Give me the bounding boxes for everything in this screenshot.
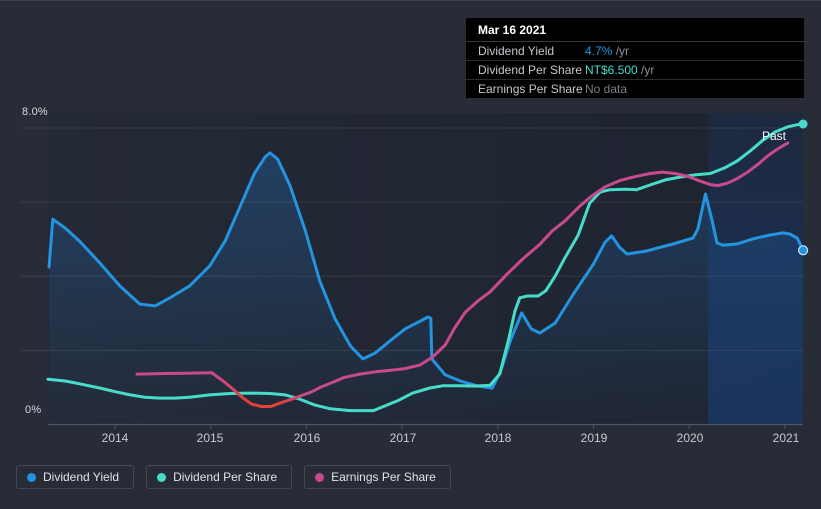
- legend-label: Earnings Per Share: [331, 470, 436, 484]
- legend-dot-teal-icon: [157, 472, 167, 482]
- tooltip-row-unit: /yr: [612, 44, 630, 58]
- tooltip-row-label: Earnings Per Share: [478, 82, 583, 96]
- tooltip-row-label: Dividend Yield: [478, 44, 555, 58]
- legend-dot-pink-icon: [315, 472, 325, 482]
- legend-label: Dividend Yield: [43, 470, 120, 484]
- x-axis-year-label: 2019: [580, 431, 608, 445]
- legend-label: Dividend Per Share: [173, 470, 278, 484]
- x-axis-year-label: 2016: [293, 431, 321, 445]
- tooltip-row-label: Dividend Per Share: [478, 63, 583, 77]
- x-axis-year-label: 2015: [196, 431, 224, 445]
- chart-tooltip: Mar 16 2021 Dividend Yield 4.7% /yr Divi…: [466, 18, 804, 98]
- x-axis-year-label: 2017: [389, 431, 417, 445]
- legend-dot-blue-icon: [27, 472, 36, 482]
- x-axis-year-label: 2020: [676, 431, 704, 445]
- tooltip-row-value: NT$6.500: [585, 63, 638, 77]
- tooltip-date: Mar 16 2021: [466, 18, 804, 42]
- tooltip-row-dividend-per-share: Dividend Per Share NT$6.500 /yr: [466, 60, 804, 79]
- tooltip-row-value: No data: [585, 82, 628, 96]
- tooltip-row-earnings-per-share: Earnings Per Share No data: [466, 79, 804, 98]
- y-axis-label-top: 8.0%: [22, 106, 48, 118]
- chart-legend: Dividend Yield Dividend Per Share Earnin…: [16, 465, 451, 489]
- y-axis-label-zero: 0%: [25, 404, 42, 416]
- tooltip-row-dividend-yield: Dividend Yield 4.7% /yr: [466, 42, 804, 60]
- x-axis-year-label: 2018: [484, 431, 512, 445]
- legend-item-dividend-per-share[interactable]: Dividend Per Share: [146, 465, 293, 489]
- past-region-label: Past: [762, 129, 787, 143]
- tooltip-row-unit: /yr: [637, 63, 655, 77]
- legend-item-earnings-per-share[interactable]: Earnings Per Share: [304, 465, 451, 489]
- x-axis-year-label: 2014: [101, 431, 129, 445]
- legend-item-dividend-yield[interactable]: Dividend Yield: [16, 465, 135, 489]
- tooltip-row-value: 4.7%: [585, 44, 613, 58]
- x-axis-year-label: 2021: [772, 431, 800, 445]
